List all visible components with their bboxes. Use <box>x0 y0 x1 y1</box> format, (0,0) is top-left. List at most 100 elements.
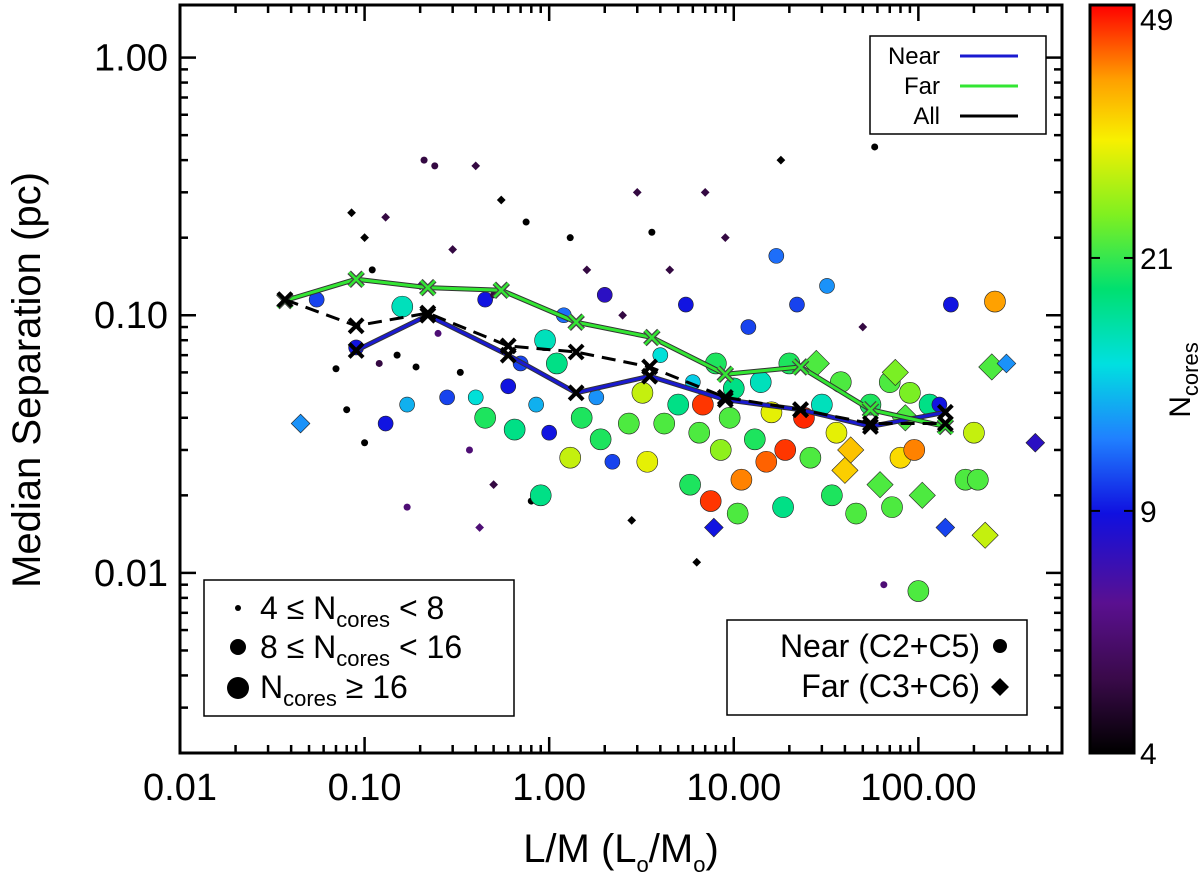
series-marker-near <box>347 342 365 359</box>
near-point <box>559 446 582 469</box>
near-point <box>566 234 574 242</box>
near-point <box>434 329 442 337</box>
near-point <box>907 580 930 602</box>
series-marker-far <box>643 328 661 347</box>
size-legend-small-label: 4 ≤ Ncores < 8 <box>260 590 444 632</box>
marker-legend-near-label: Near (C2+C5) <box>780 628 980 664</box>
near-point <box>881 496 903 518</box>
size-legend-small-marker <box>235 605 241 611</box>
series-marker-far <box>861 400 880 419</box>
near-point <box>636 450 659 473</box>
data-points <box>290 143 1046 602</box>
near-point <box>699 490 722 512</box>
series-marker-all <box>716 388 734 406</box>
near-point <box>375 359 383 367</box>
far-point <box>448 245 458 254</box>
x-tick-label: 10.00 <box>686 767 781 809</box>
size-legend: 4 ≤ Ncores < 8 8 ≤ Ncores < 16 Ncores ≥ … <box>203 579 515 717</box>
near-point <box>768 248 785 264</box>
size-legend-medium-label: 8 ≤ Ncores < 16 <box>260 629 462 671</box>
near-point <box>821 484 843 507</box>
near-point <box>726 502 749 525</box>
series-marker-far <box>791 358 810 376</box>
near-point <box>399 396 415 413</box>
series-marker-all <box>419 304 437 322</box>
far-point <box>582 265 592 275</box>
median-lines <box>276 270 955 436</box>
near-point <box>343 406 351 414</box>
near-point <box>474 406 496 429</box>
series-line-far-outline <box>284 276 946 429</box>
line-legend-all-label: All <box>913 103 940 130</box>
far-point <box>496 195 506 205</box>
near-point <box>903 439 926 461</box>
near-point <box>596 287 613 303</box>
size-legend-large: Ncores ≥ 16 <box>227 669 408 711</box>
x-tick-label: 1.00 <box>512 767 586 809</box>
near-point <box>529 484 552 507</box>
marker-legend-circle-marker <box>993 639 1007 653</box>
near-point <box>368 266 376 274</box>
near-point <box>963 421 985 444</box>
far-point <box>627 515 637 525</box>
series-marker-all <box>862 415 879 432</box>
marker-legend-diamond-marker <box>991 678 1009 696</box>
near-point <box>420 156 428 164</box>
series-marker-all <box>499 337 517 355</box>
near-point <box>439 389 455 406</box>
series-marker-far <box>936 417 955 436</box>
near-point <box>718 406 741 429</box>
line-legend-near: Near <box>888 43 1018 70</box>
far-point <box>489 480 498 490</box>
near-point <box>984 290 1006 313</box>
near-point <box>541 424 557 441</box>
near-point <box>588 389 605 406</box>
line-legend-far-label: Far <box>904 73 940 100</box>
line-legend: Near Far All <box>869 35 1047 135</box>
colorbar-gradient <box>1088 3 1136 755</box>
far-point <box>692 557 702 567</box>
near-point <box>871 143 879 151</box>
size-legend-medium-marker <box>230 639 246 655</box>
near-point <box>899 382 921 404</box>
near-point <box>522 218 530 226</box>
near-point <box>467 389 484 406</box>
near-point <box>631 382 654 404</box>
series-marker-far <box>716 365 735 384</box>
near-point <box>880 581 888 589</box>
series-marker-far <box>347 270 365 288</box>
near-point <box>570 406 593 429</box>
far-point <box>776 155 786 165</box>
series-marker-far <box>419 278 437 297</box>
near-point <box>604 453 621 470</box>
near-point <box>465 446 473 454</box>
far-point <box>881 358 909 386</box>
far-point <box>704 517 724 538</box>
near-point <box>377 415 394 432</box>
series-marker-all <box>567 343 585 361</box>
far-point <box>381 212 390 222</box>
marker-legend-far-label: Far (C3+C6) <box>801 668 980 704</box>
far-point <box>831 456 859 484</box>
series-line-all <box>284 298 946 426</box>
far-point <box>700 187 710 197</box>
near-point <box>789 296 805 313</box>
near-point <box>740 319 757 335</box>
colorbar-tick-label: 4 <box>1140 738 1157 771</box>
near-point <box>755 450 778 473</box>
far-point <box>632 187 642 197</box>
x-axis-title: L/M (Lo/Mo) <box>523 827 719 877</box>
near-point <box>403 503 411 511</box>
far-point <box>866 471 894 499</box>
colorbar-tick-label: 49 <box>1140 4 1173 37</box>
near-point <box>456 368 464 376</box>
near-point <box>503 418 526 441</box>
near-point <box>819 278 835 294</box>
series-marker-all <box>347 317 365 335</box>
near-point <box>730 468 753 491</box>
plot-frame <box>178 3 1064 755</box>
series-marker-all <box>641 358 659 376</box>
